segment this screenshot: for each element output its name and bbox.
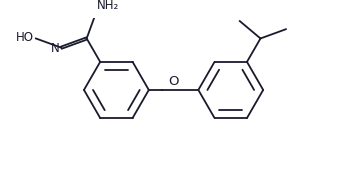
Text: HO: HO — [16, 31, 34, 44]
Text: NH₂: NH₂ — [97, 0, 119, 12]
Text: N: N — [51, 42, 59, 55]
Text: O: O — [168, 75, 179, 88]
